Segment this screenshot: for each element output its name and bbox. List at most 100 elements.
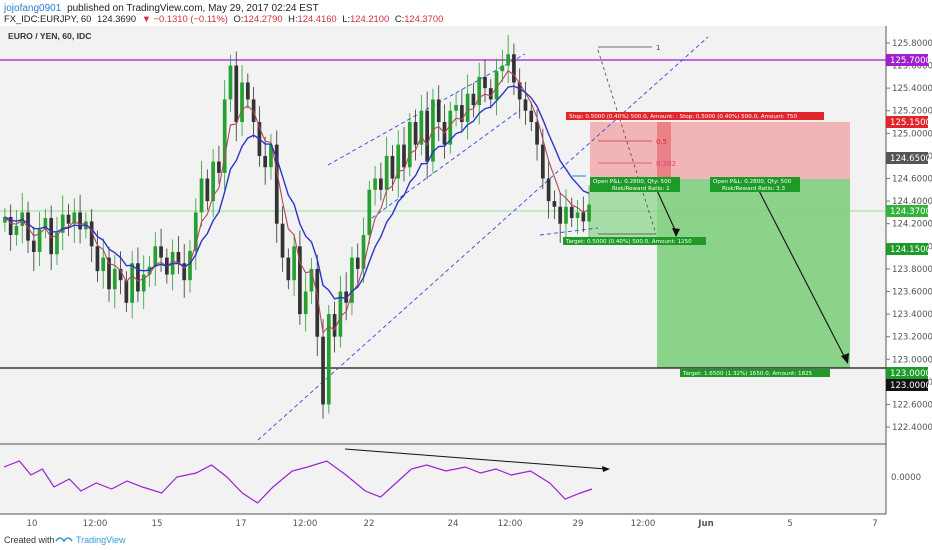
candle-body	[112, 268, 117, 290]
x-tick-label: 29	[573, 519, 584, 529]
candle-body	[460, 105, 464, 123]
fib-trend-line[interactable]	[597, 49, 657, 235]
arrow-short-head	[672, 228, 680, 237]
x-tick-label: 12:00	[631, 519, 656, 529]
candle-body	[245, 82, 250, 100]
candle-body	[535, 122, 539, 145]
candle-body	[477, 76, 482, 106]
time-axis[interactable]: 10 12:00 15 17 12:00 22 24 12:00 29 12:00 Jun 5 7	[27, 519, 878, 529]
candle-body	[315, 268, 320, 337]
svg-text:123.0000: 123.0000	[890, 381, 931, 391]
candle-body	[425, 110, 429, 162]
candle-body	[517, 82, 522, 100]
candle-body	[373, 178, 377, 190]
candle-body	[136, 263, 140, 292]
candle-body	[55, 232, 59, 255]
y-tick-label: 123.2000	[892, 333, 932, 343]
candle-body	[407, 122, 412, 168]
candle-body	[390, 155, 395, 179]
candle-body	[89, 221, 94, 247]
oscillator-zero-label: 0.0000	[891, 473, 921, 483]
candle-body	[298, 246, 302, 315]
candle-body	[552, 201, 557, 207]
arrow-long-line	[755, 184, 846, 359]
divergence-arrow-head	[602, 466, 610, 472]
pl-label-2-bg	[710, 177, 800, 192]
svg-text:125.1500: 125.1500	[890, 118, 931, 128]
candle-body	[546, 178, 551, 202]
candle-body	[130, 263, 134, 303]
x-tick-label: 12:00	[293, 519, 318, 529]
svg-text:124.3700: 124.3700	[890, 207, 931, 217]
candle-body	[471, 93, 476, 106]
candle-body	[523, 99, 528, 111]
y-tick-label: 125.8000	[892, 39, 932, 49]
small-channel-line[interactable]	[539, 227, 599, 236]
x-tick-label: 12:00	[83, 519, 108, 529]
ma-fast-line	[4, 70, 590, 335]
target-label-2-bg	[680, 369, 830, 377]
channel-upper-line[interactable]	[327, 53, 526, 166]
target-label-1-bg	[563, 237, 706, 245]
candle-body	[587, 204, 591, 222]
x-tick-label: Jun	[697, 519, 713, 529]
candle-body	[402, 144, 406, 168]
symbol-line: FX_IDC:EURJPY, 60	[4, 13, 91, 24]
candle-body	[540, 144, 545, 179]
candle-body	[367, 189, 372, 235]
candle-body	[332, 314, 337, 337]
candle-body	[558, 206, 563, 224]
stop-label: Stop: 0.5000 (0.40%) 500.0, Amount: : St…	[569, 114, 797, 120]
candle-body	[500, 65, 505, 72]
y-tick-label: 125.2000	[892, 107, 932, 117]
candle-body	[66, 214, 71, 224]
pl-label-1-bg	[590, 177, 680, 192]
y-tick-label: 123.8000	[892, 265, 932, 275]
close-value: 124.3700	[404, 13, 443, 24]
candle-body	[101, 257, 106, 272]
candle-body	[211, 161, 215, 202]
candle-body	[14, 225, 19, 235]
candle-body	[107, 257, 111, 290]
target-label-2: Target: 1.6500 (1.32%) 1650.0, Amount: 1…	[682, 371, 813, 377]
channel-lower-line[interactable]	[257, 36, 709, 441]
candle-body	[193, 212, 198, 251]
x-tick-label: 15	[152, 519, 163, 529]
candle-body	[575, 212, 580, 219]
pl-label-1: Open P&L: 0.2800, Qty: 500	[593, 179, 672, 185]
candle-body	[361, 235, 366, 269]
author-link[interactable]: jojofang0901	[3, 3, 62, 14]
x-tick-label: 17	[236, 519, 247, 529]
low-value: 124.2100	[350, 13, 389, 24]
header-line-2: FX_IDC:EURJPY, 60 124.3690 ▼ −0.1310 (−0…	[4, 13, 443, 24]
candle-body	[506, 54, 510, 66]
divergence-line[interactable]	[344, 448, 607, 470]
candle-body	[217, 161, 221, 173]
candle-body	[355, 257, 360, 269]
candle-body	[37, 229, 42, 252]
candle-body	[78, 212, 82, 230]
candle-body	[72, 212, 77, 224]
candle-body	[43, 218, 48, 230]
price-tag-resistance: 125.7000	[886, 54, 931, 66]
candle-body	[303, 291, 308, 315]
open-value: 124.2790	[243, 13, 282, 24]
channel-mid-line[interactable]	[371, 109, 521, 219]
candle-body	[309, 268, 314, 292]
candle-body	[529, 110, 534, 123]
stop-zone	[590, 122, 850, 179]
svg-text:125.7000: 125.7000	[890, 56, 931, 66]
candle-body	[95, 246, 100, 272]
pl-label-2: Open P&L: 0.2800, Qty: 500	[713, 179, 792, 185]
candle-body	[141, 274, 146, 292]
x-tick-label: 10	[27, 519, 38, 529]
candle-body	[488, 88, 493, 100]
candle-body	[205, 178, 210, 202]
x-tick-label: 12:00	[498, 519, 523, 529]
candle-body	[292, 246, 296, 281]
candle-body	[483, 76, 487, 89]
last-price: 124.3690	[97, 13, 136, 24]
x-tick-label: 22	[364, 519, 375, 529]
tradingview-logo[interactable]: TradingView	[55, 535, 126, 545]
candle-body	[569, 206, 574, 219]
